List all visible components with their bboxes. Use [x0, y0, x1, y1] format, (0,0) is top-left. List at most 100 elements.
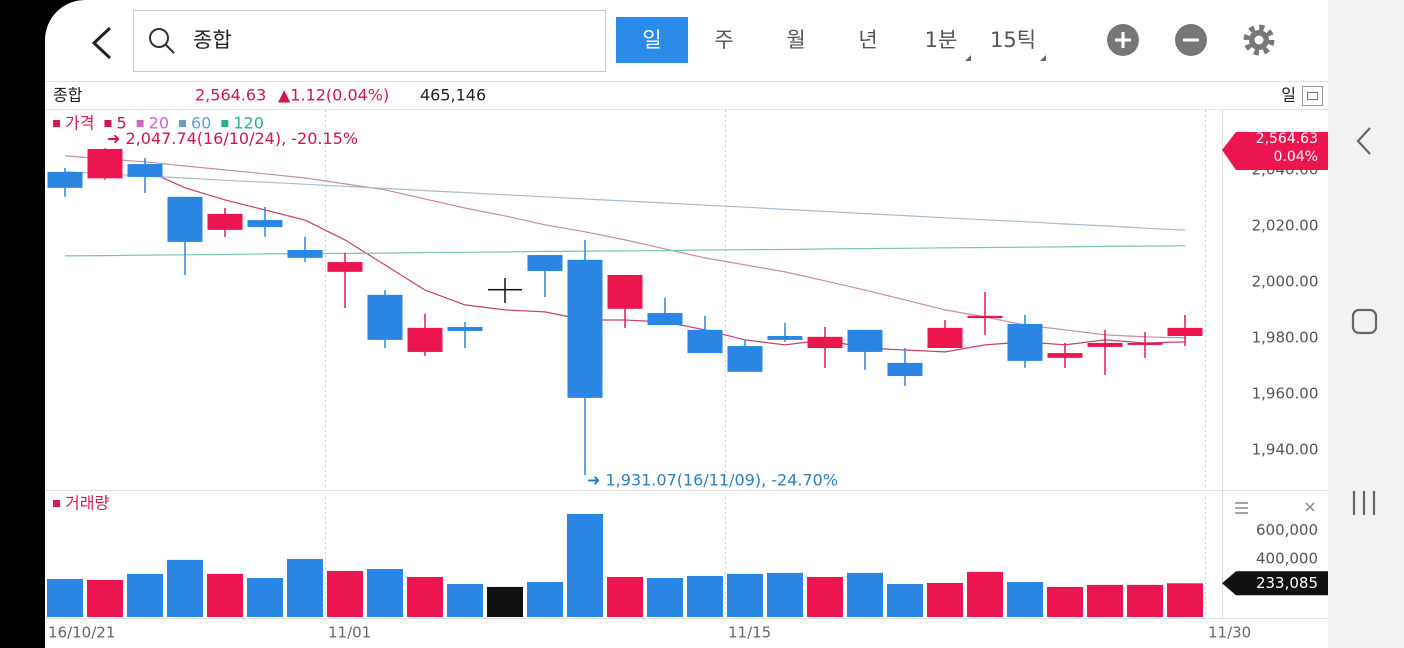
period-tab[interactable]: 월 — [786, 28, 805, 52]
volume-bar — [607, 576, 643, 617]
candle-body — [1007, 323, 1043, 361]
index-change: ▲1.12(0.04%) — [278, 86, 389, 105]
volume-bar — [207, 573, 243, 617]
candle-body — [327, 262, 363, 272]
candle-body — [1167, 327, 1203, 336]
volume-bar — [287, 559, 323, 617]
legend-swatch — [53, 500, 60, 507]
period-tab[interactable]: 일 — [642, 28, 661, 52]
candle-body — [407, 327, 443, 352]
nav-back[interactable] — [1356, 127, 1371, 155]
legend-label: 60 — [191, 114, 211, 133]
period-toggle-icon — [1307, 92, 1318, 100]
app-panel — [45, 0, 1328, 648]
volume-bar — [807, 576, 843, 617]
panel-close[interactable] — [1305, 502, 1315, 512]
volume-bar — [367, 569, 403, 617]
candle-body — [367, 294, 403, 340]
y-tick-label: 600,000 — [1256, 521, 1318, 539]
search-icon — [149, 28, 169, 48]
volume-bar — [407, 576, 443, 617]
legend-swatch — [179, 120, 186, 127]
period-label: 일 — [1281, 86, 1296, 105]
legend-swatch — [221, 120, 229, 127]
dropdown-caret — [965, 55, 971, 61]
period-tab[interactable]: 년 — [858, 28, 877, 52]
volume-bar — [127, 573, 163, 617]
y-tick-label: 1,980.00 — [1252, 328, 1319, 346]
legend-swatch — [53, 120, 60, 127]
candle-body — [887, 362, 923, 377]
candle-body — [127, 164, 163, 177]
volume-bar — [167, 559, 203, 617]
volume-bar — [727, 573, 763, 617]
volume-bar — [567, 513, 603, 617]
price-tag — [1222, 132, 1328, 170]
dropdown-caret — [1040, 55, 1046, 61]
plot-area: 16/10/2111/0111/1511/302,040.002,020.002… — [47, 110, 1328, 642]
period-tab[interactable]: 15틱 — [990, 28, 1036, 52]
volume-bar — [1047, 586, 1083, 617]
volume-bar — [47, 578, 83, 617]
candle-body — [767, 335, 803, 340]
volume-bar — [767, 572, 803, 617]
extreme-annotation: ➜ 1,931.07(16/11/09), -24.70% — [587, 470, 838, 489]
period-toggle[interactable] — [1302, 86, 1323, 106]
y-tick-label: 1,940.00 — [1252, 440, 1319, 458]
candle-body — [687, 329, 723, 354]
moving-average-line — [64, 171, 1186, 231]
search-text[interactable]: 종합 — [193, 28, 232, 52]
nav-recent[interactable] — [1352, 491, 1376, 515]
volume-bar — [647, 577, 683, 617]
legend-label: 20 — [149, 114, 169, 133]
y-tick-label: 400,000 — [1256, 550, 1318, 568]
legend-swatch — [104, 120, 112, 127]
volume-bar — [887, 584, 923, 617]
volume-bar — [327, 571, 363, 617]
candle-body — [488, 288, 522, 291]
zoom-in[interactable] — [1107, 24, 1139, 56]
period-tab[interactable]: 주 — [714, 28, 733, 52]
candle-body — [607, 274, 643, 309]
x-tick-label: 11/30 — [1208, 624, 1251, 642]
index-volume: 465,146 — [420, 86, 486, 105]
price-tag-text: 2,564.63 — [1256, 131, 1318, 147]
x-tick-label: 16/10/21 — [48, 624, 115, 642]
volume-bar — [1087, 584, 1123, 617]
volume-bar — [1167, 583, 1203, 617]
nav-bar — [1328, 0, 1404, 648]
settings[interactable] — [1243, 24, 1275, 56]
candle-body — [567, 259, 603, 398]
candle-body — [927, 327, 963, 349]
volume-bar — [847, 572, 883, 617]
volume-tag-text: 233,085 — [1256, 574, 1318, 592]
panel-menu[interactable] — [1235, 502, 1248, 514]
candle-body — [847, 329, 883, 352]
candle-body — [447, 327, 483, 331]
price-tag-text: 0.04% — [1274, 149, 1318, 165]
y-tick-label: 2,020.00 — [1252, 216, 1319, 234]
volume-tag — [1222, 571, 1328, 596]
nav-home[interactable] — [1351, 308, 1378, 335]
candle-body — [1087, 342, 1123, 347]
volume-bar — [487, 586, 523, 617]
tab-selected[interactable] — [616, 17, 688, 63]
candle-body — [247, 220, 283, 228]
x-tick-label: 11/01 — [328, 624, 371, 642]
candle-body — [1127, 342, 1163, 345]
legend-swatch — [136, 120, 144, 127]
volume-bar — [927, 583, 963, 617]
search-box[interactable] — [133, 10, 606, 72]
legend-label: 가격 — [65, 114, 94, 133]
volume-bar — [447, 584, 483, 617]
volume-bar — [87, 579, 123, 617]
candle-body — [47, 171, 83, 188]
back-button[interactable] — [91, 26, 112, 60]
period-tab[interactable]: 1분 — [925, 28, 958, 52]
candle-body — [1047, 353, 1083, 358]
candle-body — [647, 313, 683, 326]
candle-body — [727, 346, 763, 372]
zoom-out[interactable] — [1175, 24, 1207, 56]
index-price: 2,564.63 — [195, 86, 266, 105]
